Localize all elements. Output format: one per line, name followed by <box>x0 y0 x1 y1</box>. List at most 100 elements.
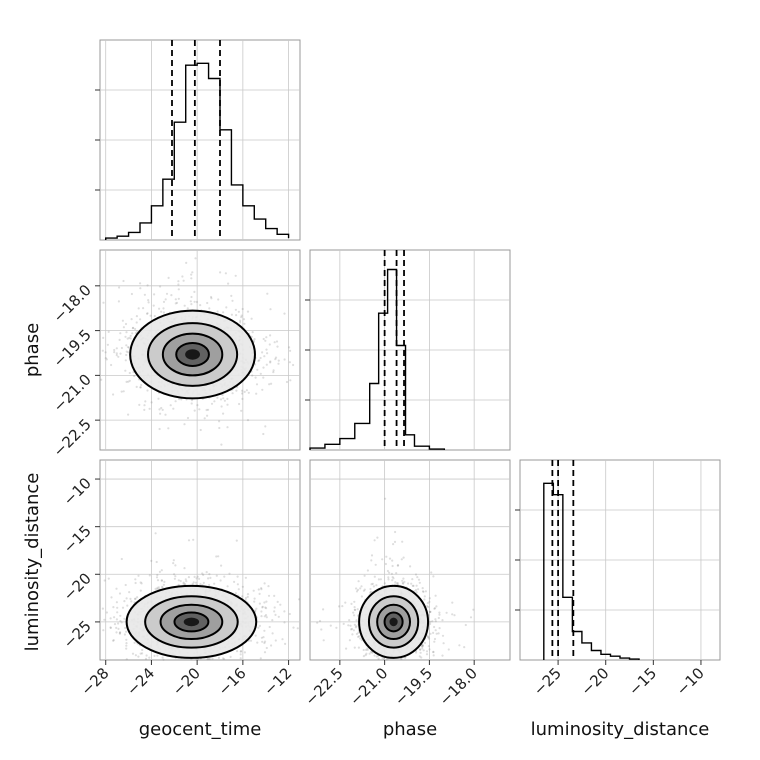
scatter-point <box>451 601 454 604</box>
scatter-point <box>172 559 175 562</box>
scatter-point <box>101 349 104 352</box>
scatter-point <box>158 408 161 411</box>
scatter-point <box>113 623 117 626</box>
scatter-point <box>437 632 440 635</box>
scatter-point <box>434 618 437 621</box>
scatter-point <box>428 597 431 600</box>
scatter-point <box>192 581 195 584</box>
scatter-point <box>125 638 128 641</box>
scatter-point <box>284 642 287 646</box>
scatter-point <box>124 359 127 362</box>
scatter-point <box>144 657 148 661</box>
scatter-point <box>199 304 202 307</box>
scatter-point <box>109 617 112 620</box>
scatter-point <box>409 565 412 568</box>
scatter-point <box>260 587 263 590</box>
scatter-point <box>375 584 378 587</box>
scatter-point <box>162 300 166 303</box>
scatter-point <box>418 648 422 651</box>
scatter-point <box>133 597 137 601</box>
scatter-point <box>231 392 234 395</box>
scatter-point <box>418 655 421 658</box>
scatter-point <box>415 584 418 587</box>
scatter-point <box>125 642 128 645</box>
scatter-point <box>335 626 338 629</box>
scatter-point <box>186 416 190 420</box>
scatter-point <box>219 271 222 274</box>
scatter-point <box>208 583 211 587</box>
scatter-point <box>341 605 344 608</box>
scatter-point <box>387 578 390 581</box>
xtick-label-phase-0: −22.5 <box>301 664 346 709</box>
scatter-point <box>259 356 262 360</box>
scatter-point <box>425 650 429 653</box>
scatter-point <box>208 573 211 576</box>
scatter-point <box>257 359 260 363</box>
scatter-point <box>126 604 129 607</box>
scatter-point <box>181 275 184 278</box>
scatter-point <box>283 621 286 624</box>
scatter-point <box>275 340 279 343</box>
scatter-point <box>273 606 276 609</box>
scatter-point <box>216 396 219 399</box>
scatter-point <box>187 539 191 542</box>
scatter-point <box>158 307 161 310</box>
scatter-point <box>123 617 126 620</box>
scatter-point <box>262 636 265 639</box>
scatter-point <box>423 595 426 598</box>
scatter-point <box>125 630 128 633</box>
scatter-point <box>116 611 119 614</box>
scatter-point <box>262 337 265 341</box>
scatter-point <box>423 641 427 645</box>
scatter-point <box>156 579 160 582</box>
scatter-point <box>129 334 132 337</box>
hist-phase-steps <box>309 268 446 450</box>
scatter-point <box>134 581 137 585</box>
scatter-point <box>143 293 146 296</box>
scatter-point <box>157 586 160 589</box>
scatter-point <box>383 582 386 585</box>
scatter-point <box>274 639 277 642</box>
scatter-point <box>117 627 120 631</box>
scatter-point <box>120 621 123 624</box>
scatter-point <box>159 412 162 415</box>
scatter-point <box>415 591 418 594</box>
scatter-point <box>370 554 374 557</box>
scatter-point <box>162 311 165 314</box>
scatter-point <box>239 657 242 660</box>
scatter-point <box>105 611 108 614</box>
scatter-point <box>241 389 244 392</box>
scatter-point <box>182 279 185 282</box>
scatter-point <box>154 532 157 535</box>
scatter-point <box>344 601 347 604</box>
scatter-point <box>148 574 151 577</box>
scatter-point <box>370 559 373 562</box>
scatter-point <box>164 298 167 301</box>
scatter-point <box>240 409 243 412</box>
scatter-point <box>207 577 210 580</box>
scatter-point <box>167 427 170 430</box>
scatter-point <box>131 652 135 655</box>
scatter-point <box>103 579 106 582</box>
scatter-point <box>208 307 211 310</box>
scatter-point <box>135 321 138 324</box>
scatter-point <box>354 608 357 612</box>
scatter-point <box>183 567 186 570</box>
scatter-point <box>268 383 271 386</box>
scatter-point <box>219 398 223 401</box>
scatter-point <box>227 282 230 285</box>
scatter-point <box>119 631 122 634</box>
scatter-point <box>434 629 437 632</box>
scatter-point <box>320 628 323 631</box>
scatter-point <box>177 579 180 582</box>
scatter-point <box>447 648 450 651</box>
scatter-point <box>117 355 120 358</box>
scatter-point <box>172 407 175 410</box>
scatter-point <box>107 330 110 333</box>
scatter-point <box>175 301 179 304</box>
scatter-point <box>143 404 146 407</box>
scatter-point <box>113 348 116 352</box>
hist-geocent-time-steps <box>105 62 290 240</box>
scatter-point <box>259 372 262 375</box>
scatter-point <box>255 392 258 395</box>
